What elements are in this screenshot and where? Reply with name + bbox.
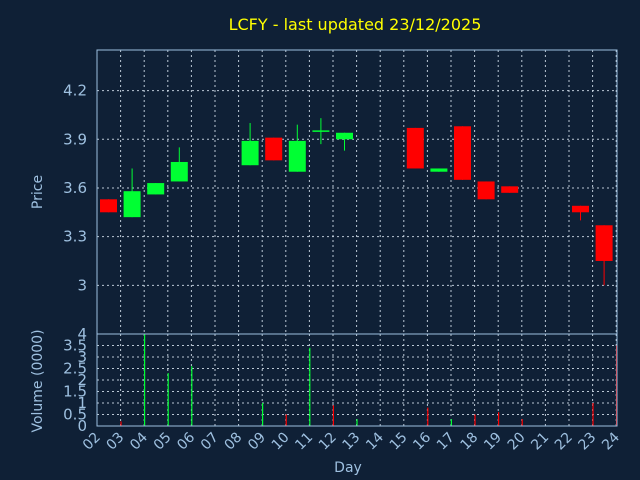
volume-y-tick-label: 0.5 xyxy=(63,406,87,424)
volume-plot-frame xyxy=(96,333,618,427)
price-panel: 3 3.3 3.6 3.9 4.2 Price xyxy=(30,49,618,335)
volume-y-tick-label: 3.5 xyxy=(63,337,87,355)
price-y-tick-label: 4.2 xyxy=(63,82,87,100)
price-axis-label: Price xyxy=(30,175,46,209)
candle-body xyxy=(336,132,353,140)
price-y-tick-label: 3 xyxy=(77,276,87,294)
candle-23 xyxy=(595,225,613,286)
candle-12 xyxy=(336,132,353,151)
candle-body xyxy=(454,126,471,180)
candle-11 xyxy=(312,118,330,145)
volume-y-tick-label: 1 xyxy=(77,394,87,412)
volume-axis-label: Volume (0000) xyxy=(30,329,46,432)
candle-04 xyxy=(147,183,165,195)
candlesticks xyxy=(100,118,613,286)
candle-body xyxy=(170,161,188,182)
candle-body xyxy=(572,205,589,213)
candle-02 xyxy=(100,199,117,213)
candle-15 xyxy=(406,127,424,169)
candle-body xyxy=(288,140,306,172)
candle-03 xyxy=(123,168,141,218)
volume-y-tick-label: 2.5 xyxy=(63,360,87,378)
candle-17 xyxy=(454,126,471,180)
chart-title: LCFY - last updated 23/12/2025 xyxy=(229,15,482,34)
x-axis-label: Day xyxy=(334,460,362,476)
candle-18 xyxy=(477,181,495,200)
price-y-tick-labels: 3 3.3 3.6 3.9 4.2 xyxy=(63,82,87,295)
volume-y-tick-label: 2 xyxy=(77,371,87,389)
candle-body xyxy=(501,186,519,193)
candle-body xyxy=(265,137,283,161)
candle-body xyxy=(241,140,259,166)
price-y-tick-label: 3.9 xyxy=(63,130,87,148)
candle-08 xyxy=(241,123,259,166)
candle-body xyxy=(406,127,424,169)
candle-body xyxy=(100,199,117,213)
candle-body xyxy=(430,168,448,172)
candle-19 xyxy=(501,186,519,193)
volume-panel: 00.511.522.533.54 Volume (0000) xyxy=(30,325,618,435)
price-y-tick-label: 3.6 xyxy=(63,179,87,197)
x-tick-labels: 02 03 04 05 06 07 08 09 10 11 12 13 14 15 16 17 18 19 20 21… xyxy=(80,429,623,453)
candle-body xyxy=(595,225,613,261)
candle-09 xyxy=(265,137,283,161)
volume-y-tick-label: 1.5 xyxy=(63,383,87,401)
price-gridlines xyxy=(97,50,617,334)
volume-y-tick-labels: 00.511.522.533.54 xyxy=(63,325,87,435)
candle-22 xyxy=(572,205,589,221)
volume-y-tick-label: 4 xyxy=(77,325,87,343)
candle-body xyxy=(123,191,141,218)
candle-body xyxy=(147,183,165,195)
candle-10 xyxy=(288,124,306,172)
candle-05 xyxy=(170,147,188,182)
price-y-tick-label: 3.3 xyxy=(63,228,87,246)
candle-16 xyxy=(430,168,448,172)
volume-y-tick-label: 0 xyxy=(77,417,87,435)
candle-body xyxy=(477,181,495,200)
volume-y-tick-label: 3 xyxy=(77,348,87,366)
